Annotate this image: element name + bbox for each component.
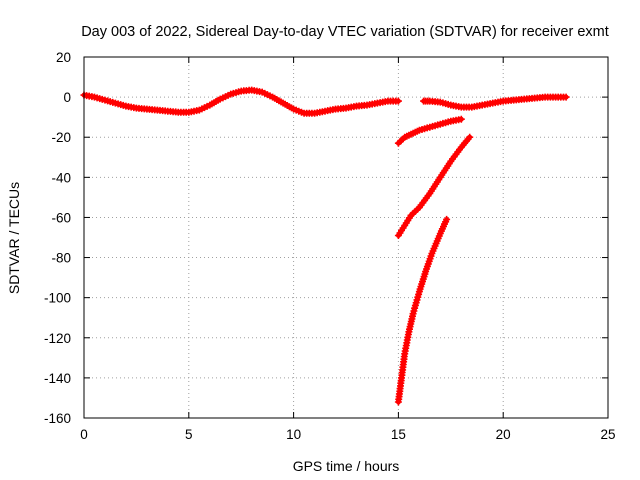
data-point [457,115,465,123]
data-point [562,93,570,101]
y-tick-label: -120 [44,331,71,346]
x-tick-label: 10 [286,427,301,442]
x-tick-label: 5 [185,427,193,442]
chart-title: Day 003 of 2022, Sidereal Day-to-day VTE… [81,24,609,40]
y-tick-label: -100 [44,291,71,306]
x-tick-label: 15 [391,427,406,442]
y-axis-label: SDTVAR / TECUs [6,182,22,294]
y-tick-label: 20 [56,50,71,65]
y-tick-label: -40 [51,170,71,185]
y-tick-label: -60 [51,210,71,225]
y-tick-label: 0 [63,90,71,105]
y-tick-label: -20 [51,130,71,145]
series-arc-lower [394,215,451,406]
x-axis-label: GPS time / hours [293,458,400,474]
y-tick-label: -160 [44,411,71,426]
series-main-trace-b [420,93,570,111]
series-arc-middle [394,133,474,239]
x-tick-label: 25 [600,427,615,442]
x-tick-label: 20 [496,427,511,442]
y-tick-label: -80 [51,251,71,266]
data-point [466,133,474,141]
data-point [443,215,451,223]
plot-frame [83,56,609,419]
series-layer [80,86,570,406]
data-point [394,97,402,105]
x-tick-label: 0 [80,427,88,442]
series-arc-upper [394,115,465,147]
y-tick-label: -140 [44,371,71,386]
series-main-trace-a [80,86,402,117]
